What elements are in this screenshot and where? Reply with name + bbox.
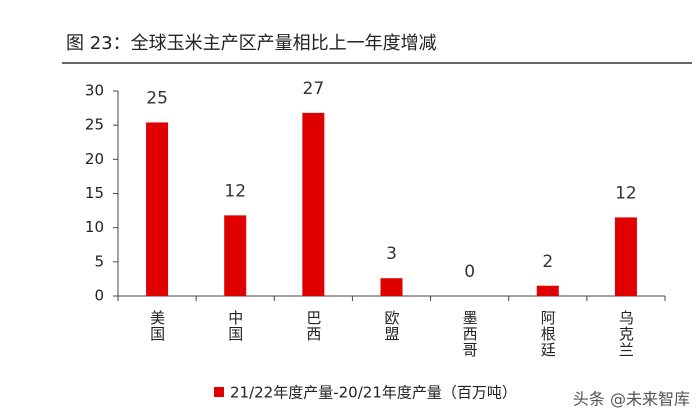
x-tick-label: 巴西 [304,310,322,342]
x-tick-label: 中国 [226,310,244,342]
data-label: 27 [303,79,325,99]
x-tick-label: 乌克兰 [617,310,635,358]
bar [146,122,169,296]
y-tick-label: 30 [85,82,104,100]
y-tick-label: 20 [85,150,104,168]
y-tick-label: 10 [85,218,104,236]
data-label: 12 [224,181,246,201]
x-tick-label: 阿根廷 [539,310,557,358]
data-label: 3 [386,244,397,264]
data-label: 2 [542,252,553,272]
watermark: 头条 @未来智库 [573,390,690,409]
legend-label: 21/22年度产量-20/21年度产量（百万吨） [230,384,517,402]
legend-swatch [214,387,224,397]
y-tick-label: 15 [85,184,104,202]
x-tick-label: 墨西哥 [461,310,479,358]
bar [614,217,637,296]
bar [302,112,325,296]
y-tick-label: 25 [85,116,104,134]
x-tick-label: 欧盟 [383,310,401,342]
bar [380,278,403,296]
y-tick-label: 0 [94,287,104,305]
chart-title: 图 23：全球玉米主产区产量相比上一年度增减 [66,33,437,54]
data-label: 0 [464,262,475,282]
data-label: 25 [146,88,168,108]
bar [224,215,247,296]
data-label: 12 [615,183,637,203]
y-tick-label: 5 [94,252,104,270]
bar [536,285,559,296]
x-tick-label: 美国 [148,310,166,342]
